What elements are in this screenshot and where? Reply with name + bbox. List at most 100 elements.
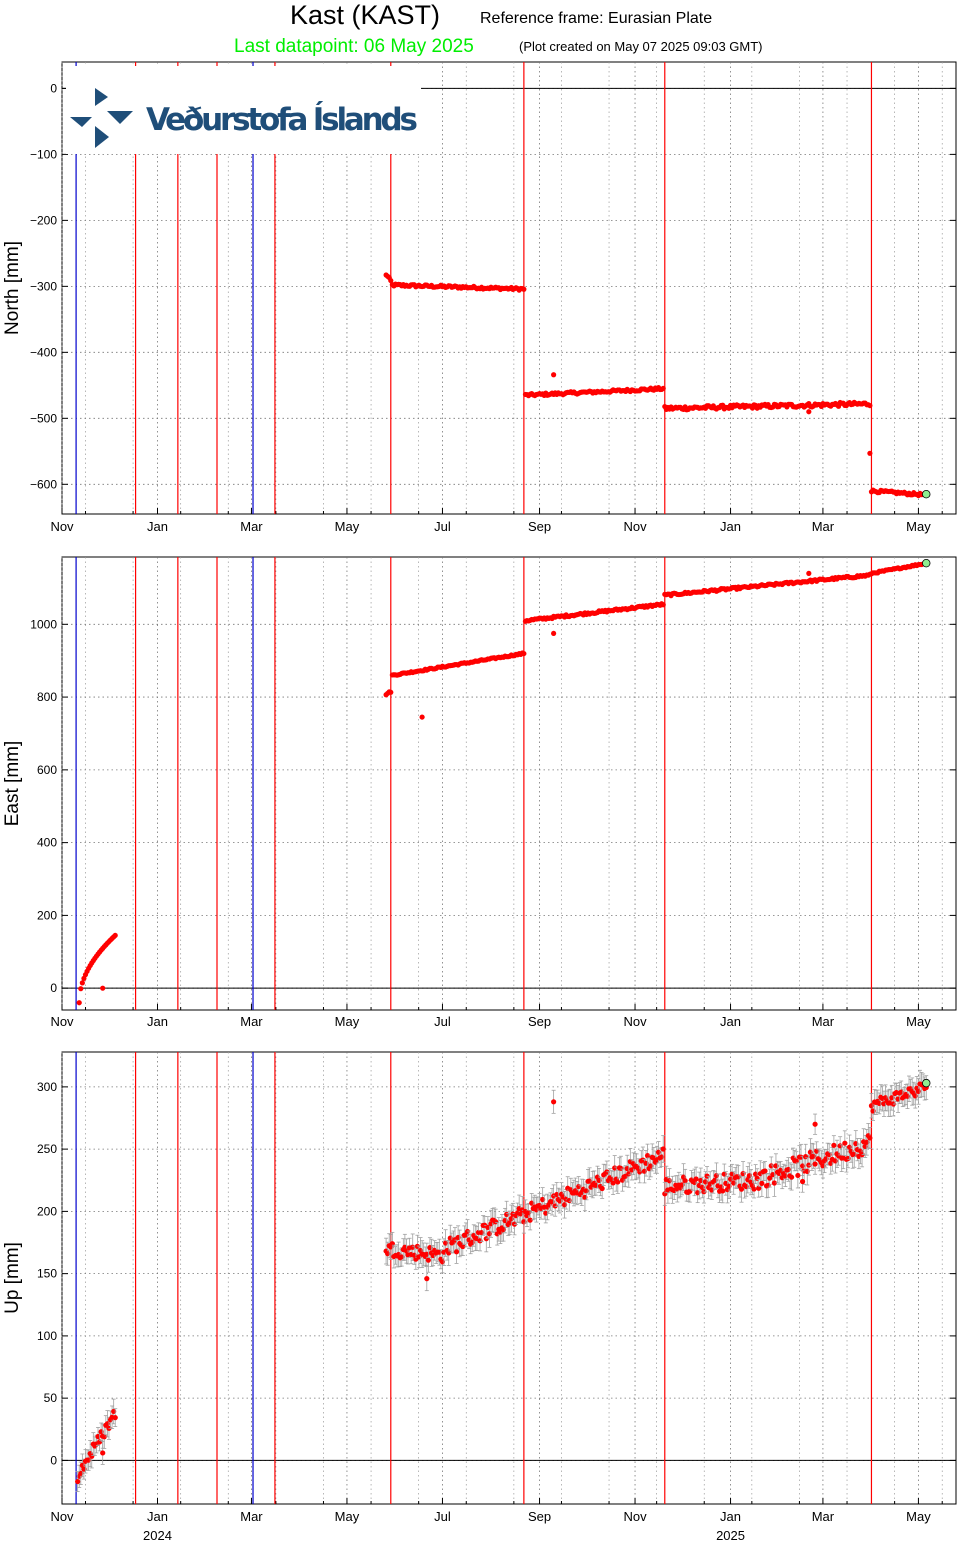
up-data-point: [112, 1415, 118, 1421]
up-x-tick-label: Mar: [240, 1509, 263, 1524]
north-data-point: [551, 372, 557, 378]
east-last-point: [922, 558, 931, 568]
east-y-tick-label: 1000: [30, 617, 57, 631]
up-data-point: [756, 1185, 762, 1191]
year-labels: 2024 2025: [143, 1528, 745, 1543]
north-x-tick-label: Jul: [434, 519, 451, 534]
east-y-tick-label: 200: [37, 908, 57, 922]
north-x-tick-label: Nov: [623, 519, 647, 534]
up-y-tick-label: 200: [37, 1204, 57, 1218]
north-data-point: [867, 402, 873, 409]
east-x-tick-label: Sep: [528, 1014, 551, 1029]
north-x-tick-label: Jan: [147, 519, 168, 534]
north-data-point: [660, 385, 666, 392]
north-y-tick-label: −400: [30, 345, 57, 359]
up-data-point: [75, 1478, 81, 1485]
up-data-point: [751, 1186, 757, 1192]
north-data-point: [867, 450, 873, 456]
logo-background: [66, 66, 421, 154]
up-data-point: [762, 1168, 768, 1174]
up-data-point: [812, 1161, 818, 1167]
up-data-point: [610, 1180, 616, 1186]
up-data-point: [799, 1178, 806, 1185]
logo-mark-icon: [70, 88, 133, 148]
east-data-points: [76, 560, 929, 1006]
east-data-point: [100, 985, 106, 991]
north-y-tick-label: −300: [30, 279, 57, 293]
reference-frame: Reference frame: Eurasian Plate: [480, 10, 712, 27]
up-x-tick-label: Jan: [147, 1509, 168, 1524]
north-y-tick-label: −200: [30, 213, 57, 227]
up-data-point: [767, 1175, 773, 1181]
up-y-tick-label: 0: [50, 1453, 57, 1467]
up-data-point: [842, 1140, 848, 1146]
vedurstofa-logo: Veðurstofa Íslands: [66, 66, 421, 154]
up-data-points: [75, 1069, 929, 1493]
logo-text: Veðurstofa Íslands: [146, 102, 418, 138]
north-x-tick-label: May: [906, 519, 931, 534]
north-y-tick-label: −600: [30, 477, 57, 491]
up-data-point: [693, 1176, 699, 1182]
north-x-tick-label: Sep: [528, 519, 551, 534]
up-data-point: [738, 1186, 745, 1192]
east-data-point: [112, 932, 118, 939]
north-data-point: [521, 286, 527, 292]
up-data-point: [720, 1188, 726, 1194]
up-x-tick-label: Mar: [812, 1509, 835, 1524]
year-label: 2025: [716, 1528, 745, 1543]
up-data-point: [424, 1276, 430, 1282]
up-data-point: [789, 1174, 795, 1180]
up-x-tick-label: May: [335, 1509, 360, 1524]
north-data-point: [806, 409, 812, 415]
up-data-point: [425, 1257, 431, 1263]
north-x-tick-label: Nov: [50, 519, 74, 534]
east-x-tick-label: May: [906, 1014, 931, 1029]
up-data-point: [759, 1180, 765, 1186]
plot-created: (Plot created on May 07 2025 09:03 GMT): [519, 39, 763, 54]
up-y-tick-label: 300: [37, 1080, 57, 1094]
north-data-point: [388, 277, 394, 284]
east-panel: Nov Jan Mar May Jul Sep Nov Jan Mar May 0 200 400 600…: [2, 556, 957, 1029]
north-y-tick-label: −100: [30, 147, 57, 161]
up-data-point: [527, 1217, 533, 1223]
east-plot-area: [61, 556, 957, 1011]
up-y-tick-label: 100: [37, 1329, 57, 1343]
east-y-tick-label: 800: [37, 690, 57, 704]
up-y-axis-label: Up [mm]: [2, 1242, 23, 1314]
up-data-point: [100, 1450, 106, 1456]
east-data-point: [78, 986, 84, 992]
north-x-tick-label: Jan: [720, 519, 741, 534]
east-data-point: [79, 980, 85, 986]
up-data-point: [644, 1153, 651, 1159]
east-data-point: [388, 689, 394, 695]
east-data-point: [76, 1000, 82, 1006]
up-x-tick-label: Sep: [528, 1509, 551, 1524]
up-data-point: [599, 1185, 605, 1192]
east-data-point: [806, 570, 812, 576]
up-data-point: [795, 1172, 801, 1179]
up-y-tick-label: 150: [37, 1267, 57, 1281]
north-y-tick-label: 0: [50, 81, 57, 95]
east-x-tick-label: Mar: [812, 1014, 835, 1029]
east-x-tick-label: Jul: [434, 1014, 451, 1029]
year-label: 2024: [143, 1528, 172, 1543]
east-y-tick-label: 400: [37, 836, 57, 850]
up-data-point: [460, 1243, 466, 1250]
up-x-tick-label: May: [906, 1509, 931, 1524]
up-x-tick-label: Nov: [623, 1509, 647, 1524]
up-data-point: [660, 1146, 666, 1152]
east-data-point: [521, 650, 527, 657]
east-data-point: [419, 714, 425, 720]
east-x-tick-label: May: [335, 1014, 360, 1029]
up-data-point: [831, 1142, 837, 1148]
up-plot-area: [61, 1051, 957, 1505]
east-x-tick-label: Jan: [147, 1014, 168, 1029]
east-x-tick-label: Nov: [50, 1014, 74, 1029]
north-x-tick-label: Mar: [812, 519, 835, 534]
up-x-tick-label: Nov: [50, 1509, 74, 1524]
north-last-point: [922, 490, 931, 499]
up-panel: Nov Jan Mar May Jul Sep Nov Jan Mar May 0 50 100 150 2…: [2, 1051, 957, 1524]
north-y-axis-label: North [mm]: [2, 241, 23, 335]
up-y-tick-label: 250: [37, 1142, 57, 1156]
